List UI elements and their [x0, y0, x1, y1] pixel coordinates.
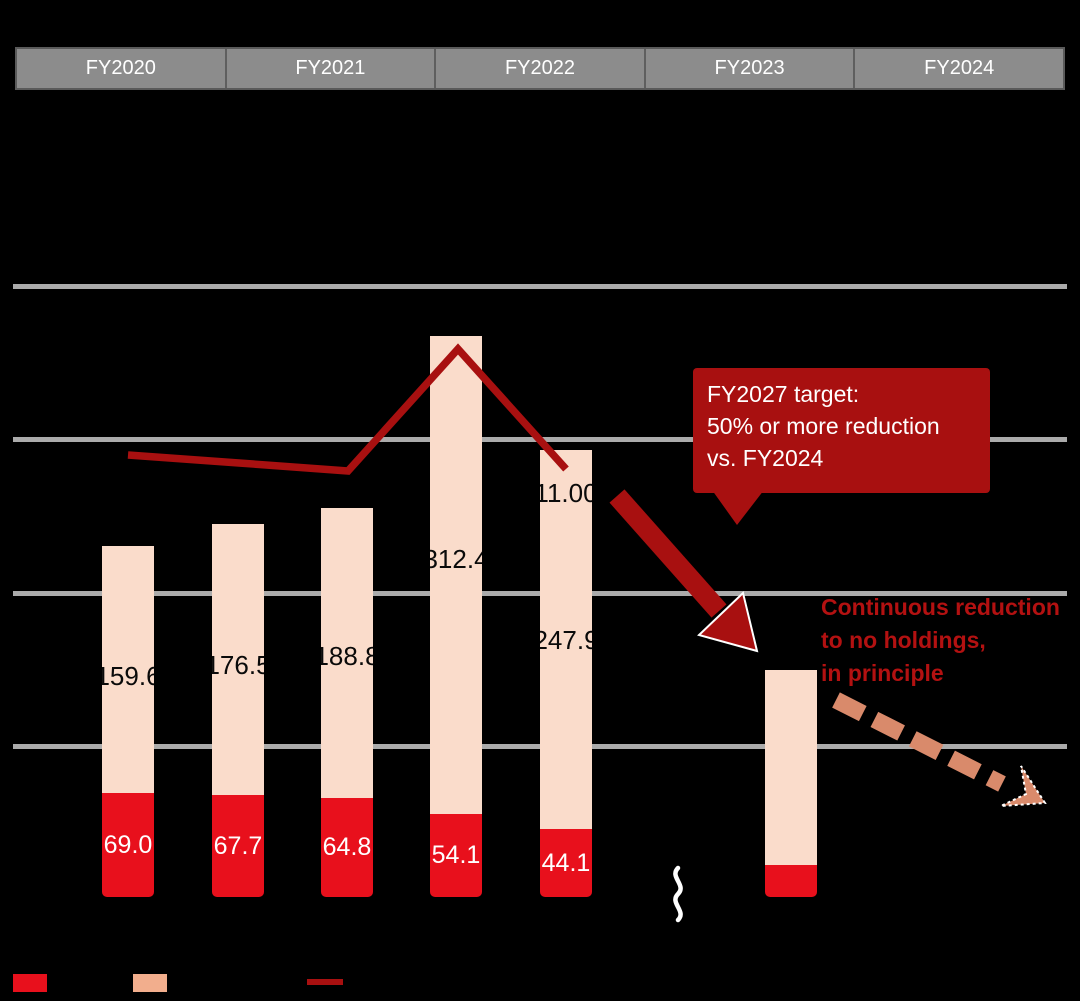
bar-fy2021-pink-label: 176.5	[212, 650, 264, 680]
axis-break-squiggle-icon	[673, 865, 683, 923]
bar-fy2022: 188.8 64.8	[321, 508, 373, 897]
bar-fy2022-red-label: 64.8	[322, 833, 372, 861]
bar-fy2022-pink-segment: 188.8	[321, 508, 373, 798]
gridline-400	[13, 284, 1067, 289]
year-cell-fy2020: FY2020	[85, 57, 156, 79]
bar-fy2022-red-segment: 64.8	[321, 798, 373, 897]
bar-fy2022-pink-label: 188.8	[321, 641, 373, 671]
bar-fy2023-pink-segment: 312.4	[430, 336, 482, 814]
bar-fy2024-pink-label: 247.9	[540, 625, 592, 655]
trend-line	[127, 343, 569, 475]
callout-tail	[712, 490, 764, 525]
callout-line-3: vs. FY2024	[707, 445, 824, 471]
bar-fy2020-red-label: 69.0	[103, 830, 153, 859]
callout-line-2: 50% or more reduction	[707, 413, 940, 439]
bar-future-pink-segment	[765, 670, 817, 865]
year-cell-fy2024: FY2024	[853, 49, 1063, 88]
bar-fy2024-pink-segment: 11.00 247.9	[540, 450, 592, 829]
callout-line-1: FY2027 target:	[707, 381, 860, 407]
big-arrow-head	[697, 591, 759, 653]
legend-swatch-red-segment	[13, 974, 47, 992]
legend-swatch-pink-segment	[133, 974, 167, 992]
continuous-reduction-annotation: Continuous reduction to no holdings, in …	[821, 591, 1060, 690]
bar-future-red-segment	[765, 865, 817, 897]
bar-fy2023-red-segment: 54.1	[430, 814, 482, 897]
big-arrow-shaft	[609, 489, 727, 618]
bar-fy2020: 159.6 69.0	[102, 546, 154, 897]
annotation-line-1: Continuous reduction	[821, 594, 1060, 620]
bar-fy2023-red-label: 54.1	[431, 841, 481, 869]
bar-fy2023: 312.4 54.1	[430, 336, 482, 897]
year-cell-fy2023: FY2023	[643, 49, 854, 88]
bar-fy2020-pink-label: 159.6	[102, 661, 154, 691]
fy2027-target-callout: FY2027 target: 50% or more reduction vs.…	[693, 368, 990, 493]
bar-fy2023-pink-label: 312.4	[430, 544, 482, 574]
fiscal-year-header: FY2020 FY2021 FY2022 FY2023 FY2024	[15, 47, 1065, 90]
bar-fy2024-red-segment: 44.1	[540, 829, 592, 897]
bar-fy2021-red-segment: 67.7	[212, 795, 264, 897]
annotation-line-3: in principle	[821, 660, 944, 686]
line-value-label: 11.00	[540, 478, 592, 508]
bar-fy2024: 11.00 247.9 44.1	[540, 450, 592, 897]
bar-fy2020-red-segment: 69.0	[102, 793, 154, 897]
bar-fy2020-pink-segment: 159.6	[102, 546, 154, 793]
bar-fy2021-pink-segment: 176.5	[212, 524, 264, 795]
dashed-arrow-shaft	[832, 692, 1006, 792]
annotation-line-2: to no holdings,	[821, 627, 986, 653]
dashed-arrow-head	[1000, 765, 1047, 807]
bar-fy2021-red-label: 67.7	[213, 831, 263, 860]
year-cell-fy2021: FY2021	[224, 49, 435, 88]
year-cell-fy2022: FY2022	[434, 49, 644, 88]
bar-fy2021: 176.5 67.7	[212, 524, 264, 897]
legend-swatch-trend-line	[307, 979, 343, 985]
bar-fy2024-red-label: 44.1	[541, 848, 591, 877]
bar-future-target	[765, 670, 817, 897]
